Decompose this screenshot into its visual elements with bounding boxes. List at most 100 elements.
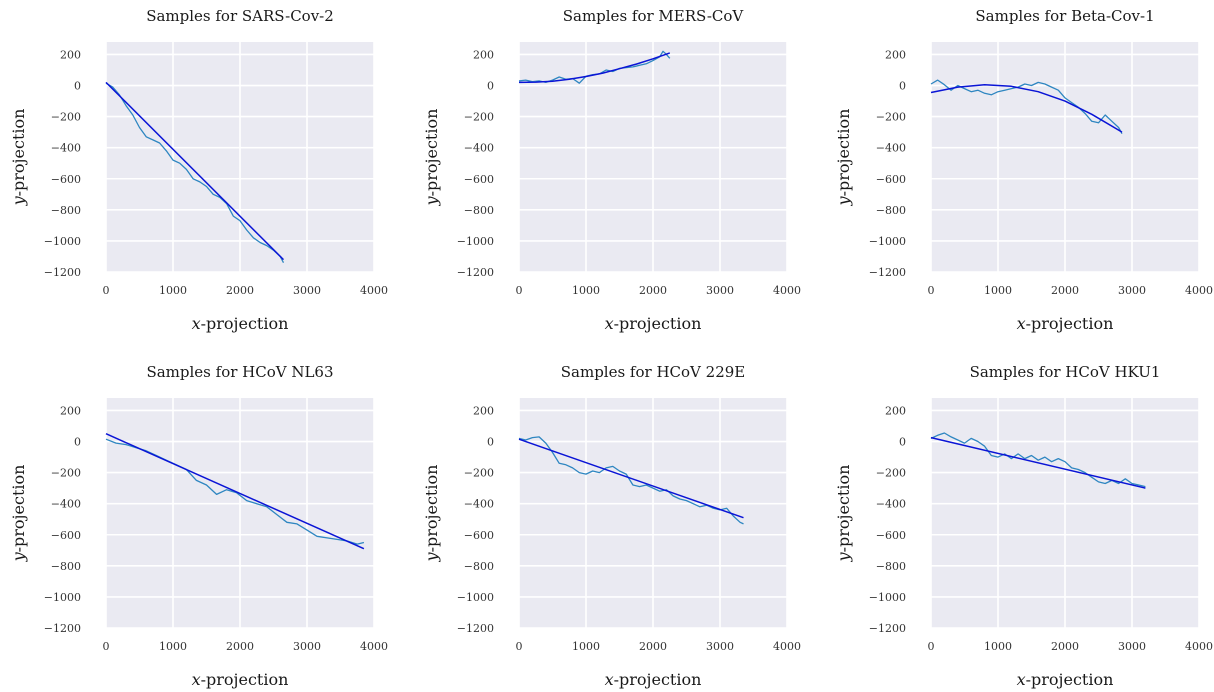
x-axis-label: x-projection: [1017, 314, 1114, 333]
y-tick-label: −1000: [44, 235, 81, 248]
fit-line: [930, 83, 1123, 133]
sample-line: [930, 79, 1123, 135]
chart-title: Samples for SARS-Cov-2: [146, 7, 334, 25]
x-tick-label: 1000: [984, 284, 1012, 297]
y-axis-label-rest: -projection: [834, 109, 853, 197]
y-tick-label: −200: [876, 111, 906, 124]
chart-title: Samples for MERS-CoV: [563, 7, 745, 25]
y-axis-label-rest: -projection: [834, 465, 853, 553]
x-tick-label: 1000: [984, 640, 1012, 653]
x-tick-label: 0: [103, 284, 110, 297]
x-tick-label: 1000: [572, 284, 600, 297]
x-tick-label: 3000: [293, 640, 321, 653]
chart-panel-5: 0 1000 2000 3000 40002000−200−400−600−800−10…: [422, 363, 801, 689]
y-tick-label: 200: [473, 404, 494, 417]
x-tick-label: 3000: [706, 640, 734, 653]
x-tick-label: 2000: [639, 640, 667, 653]
y-tick-label: −600: [876, 173, 906, 186]
y-axis-label: y-projection: [834, 465, 853, 563]
y-tick-label: −200: [464, 467, 494, 480]
y-tick-label: −800: [464, 560, 494, 573]
x-axis-label-var: x: [1017, 670, 1026, 689]
y-axis-label: y-projection: [9, 465, 28, 563]
fit-line: [518, 52, 671, 84]
y-tick-label: −600: [464, 173, 494, 186]
x-tick-label: 0: [928, 284, 935, 297]
x-axis-label-var: x: [605, 670, 614, 689]
y-tick-label: −1200: [869, 266, 906, 279]
y-tick-label: −600: [464, 529, 494, 542]
chart-title: Samples for Beta-Cov-1: [975, 7, 1154, 25]
x-axis-label-rest: -projection: [201, 670, 289, 689]
chart-panel-2: 0 1000 2000 3000 40002000−200−400−600−800−10…: [422, 7, 801, 333]
y-axis-label-var: y: [834, 195, 853, 206]
x-tick-label: 2000: [639, 284, 667, 297]
x-tick-label: 0: [103, 640, 110, 653]
x-tick-label: 3000: [706, 284, 734, 297]
fit-line: [930, 436, 1146, 489]
y-tick-label: −1000: [457, 591, 494, 604]
x-tick-label: 4000: [360, 284, 388, 297]
x-axis-label-var: x: [1017, 314, 1026, 333]
x-tick-label: 0: [516, 284, 523, 297]
x-axis-label-rest: -projection: [1026, 670, 1114, 689]
x-tick-label: 0: [928, 640, 935, 653]
x-tick-label: 4000: [360, 640, 388, 653]
chart-panel-4: 0 1000 2000 3000 40002000−200−400−600−800−10…: [9, 363, 388, 689]
x-axis-label-rest: -projection: [614, 314, 702, 333]
y-axis-label-rest: -projection: [422, 465, 441, 553]
y-tick-label: 200: [60, 48, 81, 61]
y-axis-label-var: y: [9, 551, 28, 562]
y-tick-label: 0: [899, 80, 906, 93]
y-tick-label: 0: [74, 436, 81, 449]
y-tick-label: −1000: [44, 591, 81, 604]
y-tick-label: −200: [51, 111, 81, 124]
y-tick-label: −400: [876, 498, 906, 511]
y-tick-label: −400: [876, 142, 906, 155]
y-axis-label-rest: -projection: [9, 465, 28, 553]
y-axis-label: y-projection: [9, 109, 28, 207]
y-tick-label: 200: [473, 48, 494, 61]
x-tick-label: 2000: [1051, 640, 1079, 653]
x-axis-label-var: x: [605, 314, 614, 333]
y-tick-label: 200: [885, 48, 906, 61]
x-tick-label: 0: [516, 640, 523, 653]
y-tick-label: −200: [876, 467, 906, 480]
x-axis-label: x-projection: [605, 670, 702, 689]
chart-title: Samples for HCoV 229E: [561, 363, 745, 381]
x-tick-label: 1000: [159, 284, 187, 297]
x-axis-label-var: x: [192, 670, 201, 689]
y-tick-label: 0: [487, 80, 494, 93]
x-axis-label-rest: -projection: [1026, 314, 1114, 333]
y-axis-label-var: y: [834, 551, 853, 562]
x-tick-label: 2000: [1051, 284, 1079, 297]
x-axis-label-var: x: [192, 314, 201, 333]
y-tick-label: 200: [60, 404, 81, 417]
y-axis-label-var: y: [422, 195, 441, 206]
chart-panel-3: 0 1000 2000 3000 40002000−200−400−600−800−10…: [834, 7, 1213, 333]
x-tick-label: 4000: [1185, 640, 1213, 653]
x-tick-label: 3000: [1118, 284, 1146, 297]
x-tick-label: 4000: [773, 284, 801, 297]
y-tick-label: −400: [51, 498, 81, 511]
y-tick-label: 0: [899, 436, 906, 449]
fit-line: [518, 438, 744, 519]
x-tick-label: 3000: [293, 284, 321, 297]
y-axis-label-rest: -projection: [422, 109, 441, 197]
chart-title: Samples for HCoV HKU1: [970, 363, 1161, 381]
x-axis-label-rest: -projection: [201, 314, 289, 333]
y-tick-label: −1000: [457, 235, 494, 248]
x-axis-label: x-projection: [605, 314, 702, 333]
y-tick-label: −400: [51, 142, 81, 155]
y-tick-label: −1200: [44, 622, 81, 635]
y-tick-label: −1200: [869, 622, 906, 635]
y-tick-label: −600: [876, 529, 906, 542]
y-tick-label: 0: [487, 436, 494, 449]
x-tick-label: 3000: [1118, 640, 1146, 653]
y-axis-label: y-projection: [422, 109, 441, 207]
y-axis-label-var: y: [422, 551, 441, 562]
y-tick-label: −1200: [457, 622, 494, 635]
y-axis-label: y-projection: [834, 109, 853, 207]
x-axis-label-rest: -projection: [614, 670, 702, 689]
